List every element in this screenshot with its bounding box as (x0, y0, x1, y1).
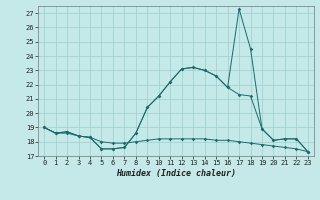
X-axis label: Humidex (Indice chaleur): Humidex (Indice chaleur) (116, 169, 236, 178)
